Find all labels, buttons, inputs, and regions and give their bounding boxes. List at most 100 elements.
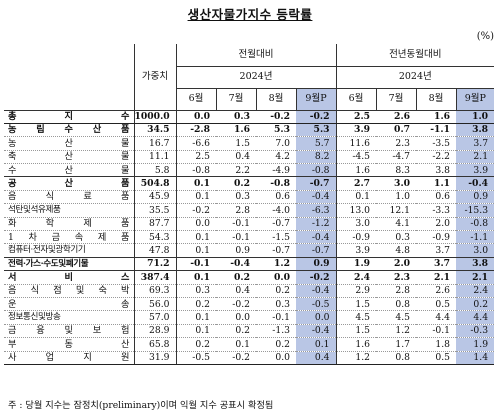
mom-cell: -0.1 xyxy=(175,256,216,271)
mom-cell: -0.5 xyxy=(175,350,216,365)
yoy-cell: 1.6 xyxy=(335,337,377,352)
yoy-cell: 2.1 xyxy=(456,270,495,285)
mom-cell: -0.2 xyxy=(296,270,337,285)
row-label: 컴퓨터·전자및광학기기 xyxy=(4,243,134,258)
mom-cell: -0.7 xyxy=(296,176,337,191)
row-label: 석탄및석유제품 xyxy=(4,203,134,218)
weight-cell: 65.8 xyxy=(133,337,176,352)
mom-cell: -0.4 xyxy=(296,230,337,244)
header-month-preliminary: 9월P xyxy=(455,88,495,111)
yoy-cell: -2.2 xyxy=(416,149,457,164)
weight-cell: 34.5 xyxy=(133,122,176,137)
yoy-cell: -4.7 xyxy=(376,149,417,164)
table-row: 석탄및석유제품 35.5 -0.2 2.8 -4.0 -6.3 13.0 12.1 -3.3 -1… xyxy=(4,203,495,218)
yoy-cell: 1.2 xyxy=(376,323,417,338)
mom-cell: -4.0 xyxy=(256,203,296,218)
weight-cell: 35.5 xyxy=(133,203,176,218)
header-month: 8월 xyxy=(255,88,296,111)
yoy-cell: 1.2 xyxy=(335,350,377,365)
yoy-cell: 1.5 xyxy=(335,296,377,311)
mom-cell: -0.8 xyxy=(296,163,337,177)
yoy-cell: 2.7 xyxy=(335,176,377,191)
yoy-cell: 2.3 xyxy=(376,136,417,151)
yoy-cell: 3.9 xyxy=(456,163,495,177)
weight-cell: 57.0 xyxy=(133,310,176,325)
yoy-cell: 3.0 xyxy=(456,243,495,258)
yoy-cell: -1.1 xyxy=(416,122,457,137)
header-corner xyxy=(4,44,134,111)
yoy-cell: 1.1 xyxy=(416,176,457,191)
table-row: 운 송 56.0 0.2 -0.2 0.3 -0.5 1.5 0.8 0.5 0.2 xyxy=(4,296,495,311)
weight-cell: 71.2 xyxy=(133,256,176,271)
mom-cell: 0.0 xyxy=(175,216,216,231)
mom-cell: 7.0 xyxy=(256,136,296,151)
yoy-cell: 3.9 xyxy=(335,122,377,137)
table-row: 공 산 품 504.8 0.1 0.2 -0.8 -0.7 2.7 3.0 1.1 -0.4 xyxy=(4,176,495,191)
yoy-cell: 0.7 xyxy=(376,122,417,137)
mom-cell: 0.2 xyxy=(216,323,256,338)
table-row: 총 지 수 1000.0 0.0 0.3 -0.2 -0.2 2.5 2.6 1.6 1.0 xyxy=(4,109,495,124)
yoy-cell: 2.0 xyxy=(376,256,417,271)
mom-cell: 0.1 xyxy=(175,243,216,258)
header-month: 7월 xyxy=(375,88,417,111)
mom-cell: -0.2 xyxy=(256,109,296,124)
header-month-preliminary: 9월P xyxy=(295,88,337,111)
mom-cell: 0.0 xyxy=(175,109,216,124)
yoy-cell: 4.5 xyxy=(376,310,417,325)
mom-cell: 0.2 xyxy=(175,296,216,311)
mom-cell: 1.2 xyxy=(256,256,296,271)
yoy-cell: 1.0 xyxy=(376,189,417,204)
table-row: 금 융 및 보 험 28.9 0.1 0.2 -1.3 -0.4 1.5 1.2 -0.1 -0.3 xyxy=(4,323,495,338)
yoy-cell: -0.4 xyxy=(456,176,495,191)
mom-cell: -1.3 xyxy=(256,323,296,338)
yoy-cell: 1.5 xyxy=(335,323,377,338)
mom-cell: -0.7 xyxy=(256,216,296,231)
yoy-cell: 2.8 xyxy=(376,283,417,298)
page-title: 생산자물가지수 등락률 xyxy=(187,7,313,22)
table-row: 화 학 제 품 87.7 0.0 -0.1 -0.7 -1.2 3.0 4.1 2.0 -0.8 xyxy=(4,216,495,231)
yoy-cell: 4.4 xyxy=(456,310,495,325)
yoy-cell: 3.7 xyxy=(416,256,457,271)
mom-cell: 0.1 xyxy=(175,270,216,285)
table-row: 농 림 수 산 품 34.5 -2.8 1.6 5.3 5.3 3.9 0.7 -1.1 3.8 xyxy=(4,122,495,137)
mom-cell: -0.4 xyxy=(296,323,337,338)
mom-cell: 0.1 xyxy=(175,230,216,244)
yoy-cell: 2.4 xyxy=(456,283,495,298)
mom-cell: 0.1 xyxy=(175,176,216,191)
weight-cell: 387.4 xyxy=(133,270,176,285)
weight-cell: 69.3 xyxy=(133,283,176,298)
mom-cell: 0.3 xyxy=(216,189,256,204)
yoy-cell: 3.8 xyxy=(456,122,495,137)
yoy-cell: 1.9 xyxy=(335,256,377,271)
yoy-cell: 8.3 xyxy=(376,163,417,177)
yoy-cell: 2.9 xyxy=(335,283,377,298)
table-row: 수 산 물 5.8 -0.8 2.2 -4.9 -0.8 1.6 8.3 3.8 3.9 xyxy=(4,163,495,177)
yoy-cell: 1.6 xyxy=(416,109,457,124)
mom-cell: 0.1 xyxy=(175,310,216,325)
row-label: 정보통신및방송 xyxy=(4,310,134,325)
mom-cell: -0.4 xyxy=(296,283,337,298)
yoy-cell: 3.0 xyxy=(335,216,377,231)
weight-cell: 45.9 xyxy=(133,189,176,204)
weight-cell: 47.8 xyxy=(133,243,176,258)
mom-cell: 0.0 xyxy=(256,350,296,365)
weight-cell: 16.7 xyxy=(133,136,176,151)
yoy-cell: 2.1 xyxy=(456,149,495,164)
mom-cell: 0.0 xyxy=(256,270,296,285)
header-month: 7월 xyxy=(215,88,256,111)
table-row: 부 동 산 65.8 0.2 0.1 0.2 0.1 1.6 1.7 1.8 1.9 xyxy=(4,337,495,352)
row-label: 전력·가스·수도및폐기물 xyxy=(4,256,134,271)
yoy-cell: 2.6 xyxy=(416,283,457,298)
mom-cell: -6.6 xyxy=(175,136,216,151)
mom-cell: -0.8 xyxy=(256,176,296,191)
mom-cell: 0.4 xyxy=(216,283,256,298)
